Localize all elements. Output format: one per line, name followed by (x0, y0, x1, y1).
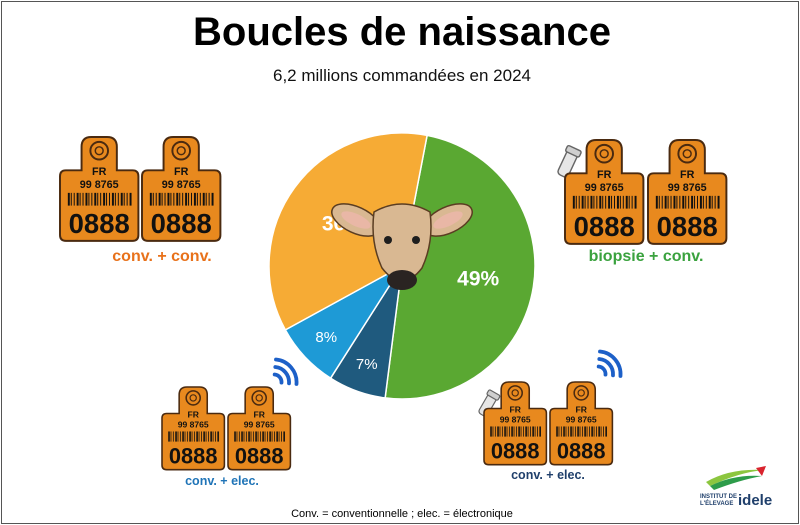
svg-text:0888: 0888 (69, 208, 130, 239)
idele-logo-graphic (706, 466, 766, 490)
logo-brand: idele (738, 492, 773, 509)
biopsy-pin-icon (478, 389, 501, 417)
chart-title: Boucles de naissance (193, 10, 611, 54)
svg-text:0888: 0888 (151, 208, 212, 239)
svg-text:99 8765: 99 8765 (178, 420, 209, 430)
label-biopsie-conv: biopsie + conv. (588, 248, 704, 265)
pie-slice (268, 132, 428, 331)
slice-label: 49% (457, 268, 499, 291)
svg-text:99 8765: 99 8765 (162, 179, 201, 191)
svg-text:99 8765: 99 8765 (668, 182, 707, 194)
pie-slice (384, 134, 536, 400)
wireless-signal-icon (596, 349, 623, 378)
biopsy-pin-icon (557, 144, 582, 178)
label-conv-elec-left: conv. + elec. (185, 474, 259, 488)
svg-text:99 8765: 99 8765 (244, 420, 275, 430)
slice-label: 8% (315, 329, 337, 346)
label-conv-elec-right: conv. + elec. (511, 468, 585, 482)
svg-text:0888: 0888 (169, 443, 218, 468)
svg-text:99 8765: 99 8765 (566, 415, 597, 425)
svg-text:0888: 0888 (574, 211, 635, 242)
svg-text:99 8765: 99 8765 (80, 179, 119, 191)
svg-text:99 8765: 99 8765 (500, 415, 531, 425)
svg-text:0888: 0888 (557, 438, 606, 463)
svg-text:FR: FR (509, 404, 521, 414)
svg-text:99 8765: 99 8765 (585, 182, 624, 194)
svg-text:0888: 0888 (235, 443, 284, 468)
svg-text:FR: FR (253, 409, 265, 419)
svg-text:FR: FR (187, 409, 199, 419)
chart-subtitle: 6,2 millions commandées en 2024 (273, 66, 531, 85)
svg-text:FR: FR (597, 169, 612, 181)
svg-text:FR: FR (92, 166, 107, 178)
svg-text:FR: FR (680, 169, 695, 181)
slice-label: 7% (356, 356, 378, 373)
logo-line1: INSTITUT DE (700, 494, 737, 500)
idele-logo: INSTITUT DE L'ÉLEVAGE idele (700, 464, 773, 514)
svg-text:0888: 0888 (657, 211, 718, 242)
wireless-signal-icon (272, 357, 299, 386)
logo-line2: L'ÉLEVAGE (700, 501, 734, 507)
svg-text:FR: FR (575, 404, 587, 414)
calf-head-icon (331, 203, 473, 290)
label-conv-conv: conv. + conv. (112, 248, 212, 265)
svg-text:FR: FR (174, 166, 189, 178)
svg-text:0888: 0888 (491, 438, 540, 463)
footnote: Conv. = conventionnelle ; elec. = électr… (291, 508, 513, 520)
